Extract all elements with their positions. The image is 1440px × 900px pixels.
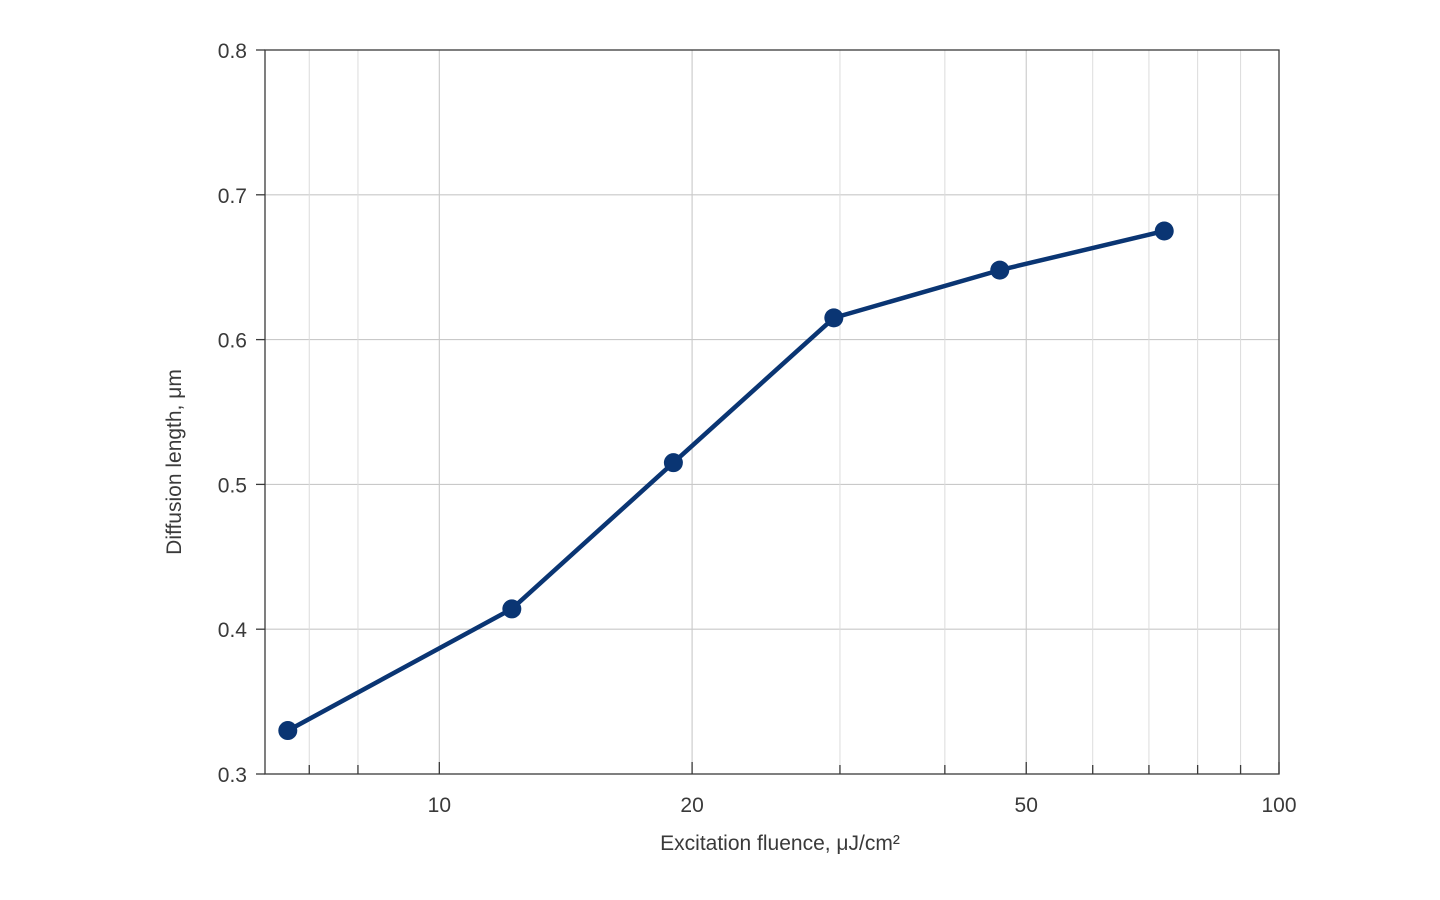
- x-tick-label: 100: [1261, 794, 1296, 817]
- data-point: [502, 599, 522, 619]
- y-tick-label: 0.3: [218, 764, 247, 787]
- data-point: [663, 453, 683, 473]
- y-axis-label: Diffusion length, μm: [163, 369, 186, 555]
- data-point: [990, 260, 1010, 280]
- x-axis-label: Excitation fluence, μJ/cm²: [660, 832, 900, 855]
- series-line: [285, 228, 1167, 733]
- x-tick-label: 20: [680, 794, 703, 817]
- data-point: [824, 308, 844, 328]
- x-tick-label: 10: [428, 794, 451, 817]
- plot-frame: [264, 49, 1280, 775]
- series-layer: [278, 221, 1174, 741]
- y-tick-label: 0.6: [218, 330, 247, 353]
- tick-labels: 0.3 0.4 0.5 0.6 0.7 0.8 10 20 50 100: [218, 40, 1297, 817]
- y-tick-label: 0.7: [218, 185, 247, 208]
- y-tick-label: 0.5: [218, 474, 247, 497]
- ticks: [256, 49, 1280, 775]
- y-tick-label: 0.8: [218, 40, 247, 63]
- data-point: [1154, 221, 1174, 241]
- data-point: [278, 721, 298, 741]
- y-tick-label: 0.4: [218, 619, 248, 642]
- grid: [265, 50, 1279, 774]
- x-tick-label: 50: [1015, 794, 1038, 817]
